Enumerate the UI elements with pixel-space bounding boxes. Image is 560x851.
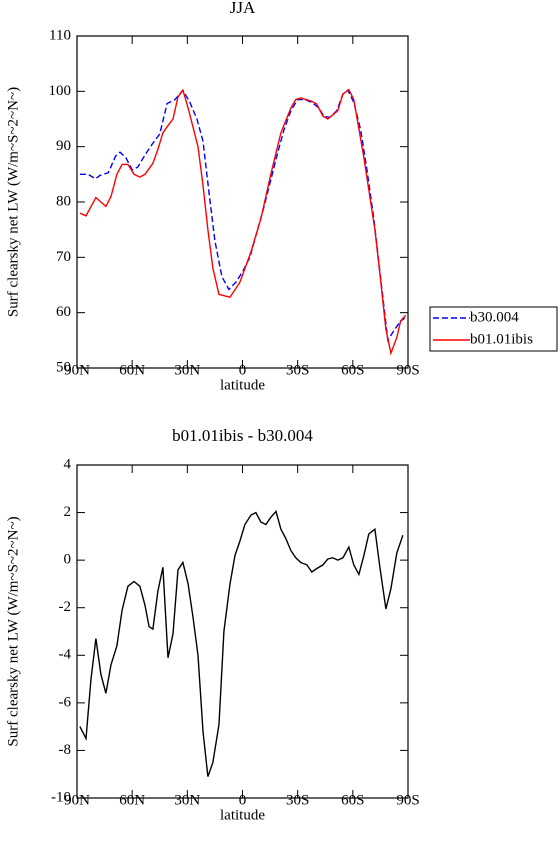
plot-frame	[76, 464, 409, 799]
y-tick-label: 110	[49, 27, 71, 43]
x-tick-label: 90S	[396, 792, 419, 808]
data-line	[79, 88, 406, 343]
x-tick-label: 30S	[286, 792, 309, 808]
y-tick-label: 60	[56, 304, 71, 320]
x-tick-label: 60N	[119, 362, 145, 378]
y-tick-label: 80	[56, 193, 71, 209]
x-tick-label: 30N	[174, 362, 200, 378]
y-tick-label: -4	[59, 647, 72, 663]
y-tick-label: 2	[64, 504, 72, 520]
x-tick-label: 60N	[119, 792, 145, 808]
x-tick-label: 90S	[396, 362, 419, 378]
y-tick-label: 100	[49, 83, 72, 99]
x-tick-label: 90N	[64, 362, 90, 378]
x-axis-label: latitude	[220, 377, 265, 393]
x-axis-label: latitude	[220, 807, 265, 823]
x-tick-label: 60S	[341, 792, 364, 808]
legend-label: b01.01ibis	[470, 331, 533, 347]
plot-frame	[76, 35, 409, 369]
data-line	[79, 509, 404, 777]
legend-box	[429, 306, 558, 352]
y-tick-label: -10	[51, 789, 71, 805]
y-axis-label: Surf clearsky net LW (W/m~S~2~N~)	[5, 87, 21, 317]
y-axis-label: Surf clearsky net LW (W/m~S~2~N~)	[5, 516, 21, 746]
chart-title: b01.01ibis - b30.004	[172, 426, 313, 445]
x-tick-label: 60S	[341, 362, 364, 378]
y-tick-label: 0	[64, 552, 72, 568]
chart-title: JJA	[230, 0, 256, 17]
x-tick-label: 0	[239, 362, 247, 378]
y-tick-label: 50	[56, 359, 71, 375]
y-tick-label: -2	[59, 599, 72, 615]
x-tick-label: 30S	[286, 362, 309, 378]
x-tick-label: 0	[239, 792, 247, 808]
y-tick-label: 4	[64, 456, 72, 472]
data-line	[79, 88, 407, 356]
legend-label: b30.004	[470, 309, 519, 325]
y-tick-label: -8	[59, 742, 72, 758]
y-tick-label: 70	[56, 249, 71, 265]
x-tick-label: 90N	[64, 792, 90, 808]
y-tick-label: -6	[59, 694, 72, 710]
x-tick-label: 30N	[174, 792, 200, 808]
y-tick-label: 90	[56, 138, 71, 154]
